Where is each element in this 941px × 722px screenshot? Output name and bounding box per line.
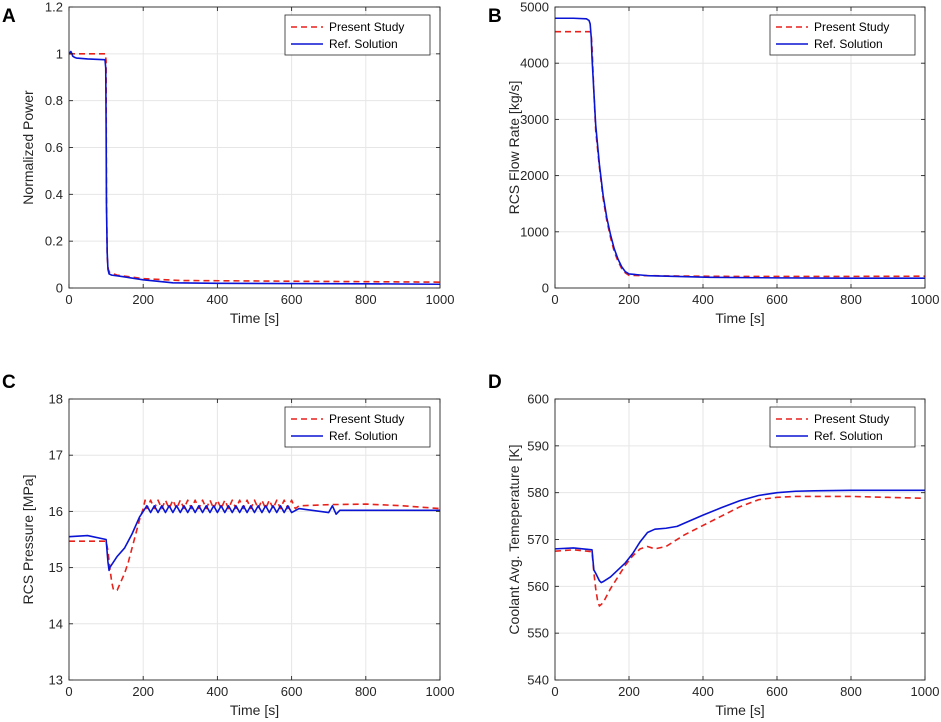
series-line-present-study <box>69 53 440 283</box>
x-tick-label: 400 <box>692 684 714 699</box>
x-tick-label: 600 <box>281 684 303 699</box>
y-axis-label: Coolant Avg. Temeperature [K] <box>506 444 522 634</box>
y-tick-label: 590 <box>527 438 549 453</box>
y-tick-label: 550 <box>527 626 549 641</box>
y-tick-label: 0.2 <box>45 234 63 249</box>
x-tick-label: 1000 <box>911 292 940 307</box>
chart-panel-c: 0 200 400 600 800 1000 13 14 15 16 17 18 Time [s] RCS… <box>2 372 454 718</box>
y-tick-label: 2000 <box>520 168 549 183</box>
y-tick-label: 560 <box>527 579 549 594</box>
y-tick-label: 13 <box>49 673 63 688</box>
legend-box <box>769 406 916 448</box>
series-line-present-study <box>555 495 925 607</box>
x-tick-label: 800 <box>840 684 862 699</box>
x-tick-label: 400 <box>692 292 714 307</box>
x-tick-label: 600 <box>766 684 788 699</box>
y-tick-label: 14 <box>49 616 63 631</box>
panel-letter: D <box>488 372 502 393</box>
x-tick-label: 200 <box>618 292 640 307</box>
panel-letter: C <box>2 372 16 393</box>
chart-panel-b: 0 200 400 600 800 1000 0 1000 2000 3000 4000 5000 Ti… <box>488 0 939 326</box>
y-tick-label: 1.2 <box>45 0 63 15</box>
y-tick-label: 0.4 <box>45 187 63 202</box>
legend-label: Ref. Solution <box>814 429 883 443</box>
x-axis-label: Time [s] <box>230 310 279 326</box>
x-tick-label: 0 <box>551 292 558 307</box>
legend: Present Study Ref. Solution <box>284 406 431 448</box>
y-axis-label: RCS Pressure [MPa] <box>20 475 36 605</box>
legend: Present Study Ref. Solution <box>284 14 431 56</box>
y-tick-label: 16 <box>49 504 63 519</box>
x-tick-label: 0 <box>551 684 558 699</box>
y-tick-label: 0 <box>56 281 63 296</box>
x-tick-label: 1000 <box>911 684 940 699</box>
legend-label: Ref. Solution <box>329 37 398 51</box>
panel-letter: B <box>488 6 502 27</box>
y-tick-label: 580 <box>527 485 549 500</box>
y-tick-label: 0 <box>542 281 549 296</box>
axes-frame <box>68 398 441 681</box>
y-tick-label: 3000 <box>520 112 549 127</box>
series-line-ref-solution <box>69 504 440 572</box>
x-tick-label: 800 <box>355 292 377 307</box>
legend-label: Present Study <box>329 412 404 426</box>
y-tick-label: 600 <box>527 392 549 407</box>
legend: Present Study Ref. Solution <box>769 14 916 56</box>
x-tick-label: 1000 <box>426 292 455 307</box>
y-tick-label: 540 <box>527 673 549 688</box>
panel-letter: A <box>2 6 16 27</box>
series-line-ref-solution <box>555 489 925 584</box>
legend-label: Ref. Solution <box>329 429 398 443</box>
series-line-ref-solution <box>69 50 440 286</box>
y-tick-label: 4000 <box>520 56 549 71</box>
y-tick-label: 17 <box>49 448 63 463</box>
y-tick-label: 5000 <box>520 0 549 15</box>
y-tick-label: 1000 <box>520 224 549 239</box>
legend-box <box>284 14 431 56</box>
y-tick-label: 570 <box>527 532 549 547</box>
x-tick-label: 800 <box>355 684 377 699</box>
x-axis-label: Time [s] <box>230 702 279 718</box>
legend-label: Present Study <box>329 20 404 34</box>
chart-panel-d: 0 200 400 600 800 1000540550560570580590600Ti… <box>488 372 939 718</box>
chart-panel-a: 0 200 400 600 800 1000 0 0.2 0.4 0.6 0.8 1 1.2 Time [… <box>2 0 454 326</box>
x-tick-label: 200 <box>618 684 640 699</box>
x-tick-label: 200 <box>132 292 154 307</box>
legend-label: Present Study <box>814 412 889 426</box>
y-tick-label: 1 <box>56 46 63 61</box>
y-axis-label: RCS Flow Rate [kg/s] <box>506 81 522 215</box>
x-tick-label: 1000 <box>426 684 455 699</box>
legend-box <box>284 406 431 448</box>
series-line-present-study <box>69 499 440 591</box>
y-tick-label: 15 <box>49 560 63 575</box>
x-tick-label: 800 <box>840 292 862 307</box>
legend: Present Study Ref. Solution <box>769 406 916 448</box>
x-tick-label: 400 <box>207 684 229 699</box>
x-axis-label: Time [s] <box>715 310 764 326</box>
axes-frame <box>554 6 926 289</box>
y-tick-label: 18 <box>49 392 63 407</box>
y-tick-label: 0.8 <box>45 93 63 108</box>
x-tick-label: 600 <box>281 292 303 307</box>
x-tick-label: 400 <box>207 292 229 307</box>
legend-box <box>769 14 916 56</box>
x-tick-label: 0 <box>65 684 72 699</box>
x-tick-label: 0 <box>65 292 72 307</box>
y-tick-label: 0.6 <box>45 140 63 155</box>
x-tick-label: 200 <box>132 684 154 699</box>
legend-label: Present Study <box>814 20 889 34</box>
x-axis-label: Time [s] <box>715 702 764 718</box>
legend-label: Ref. Solution <box>814 37 883 51</box>
x-tick-label: 600 <box>766 292 788 307</box>
y-axis-label: Normalized Power <box>20 90 36 205</box>
series-line-ref-solution <box>555 17 925 279</box>
